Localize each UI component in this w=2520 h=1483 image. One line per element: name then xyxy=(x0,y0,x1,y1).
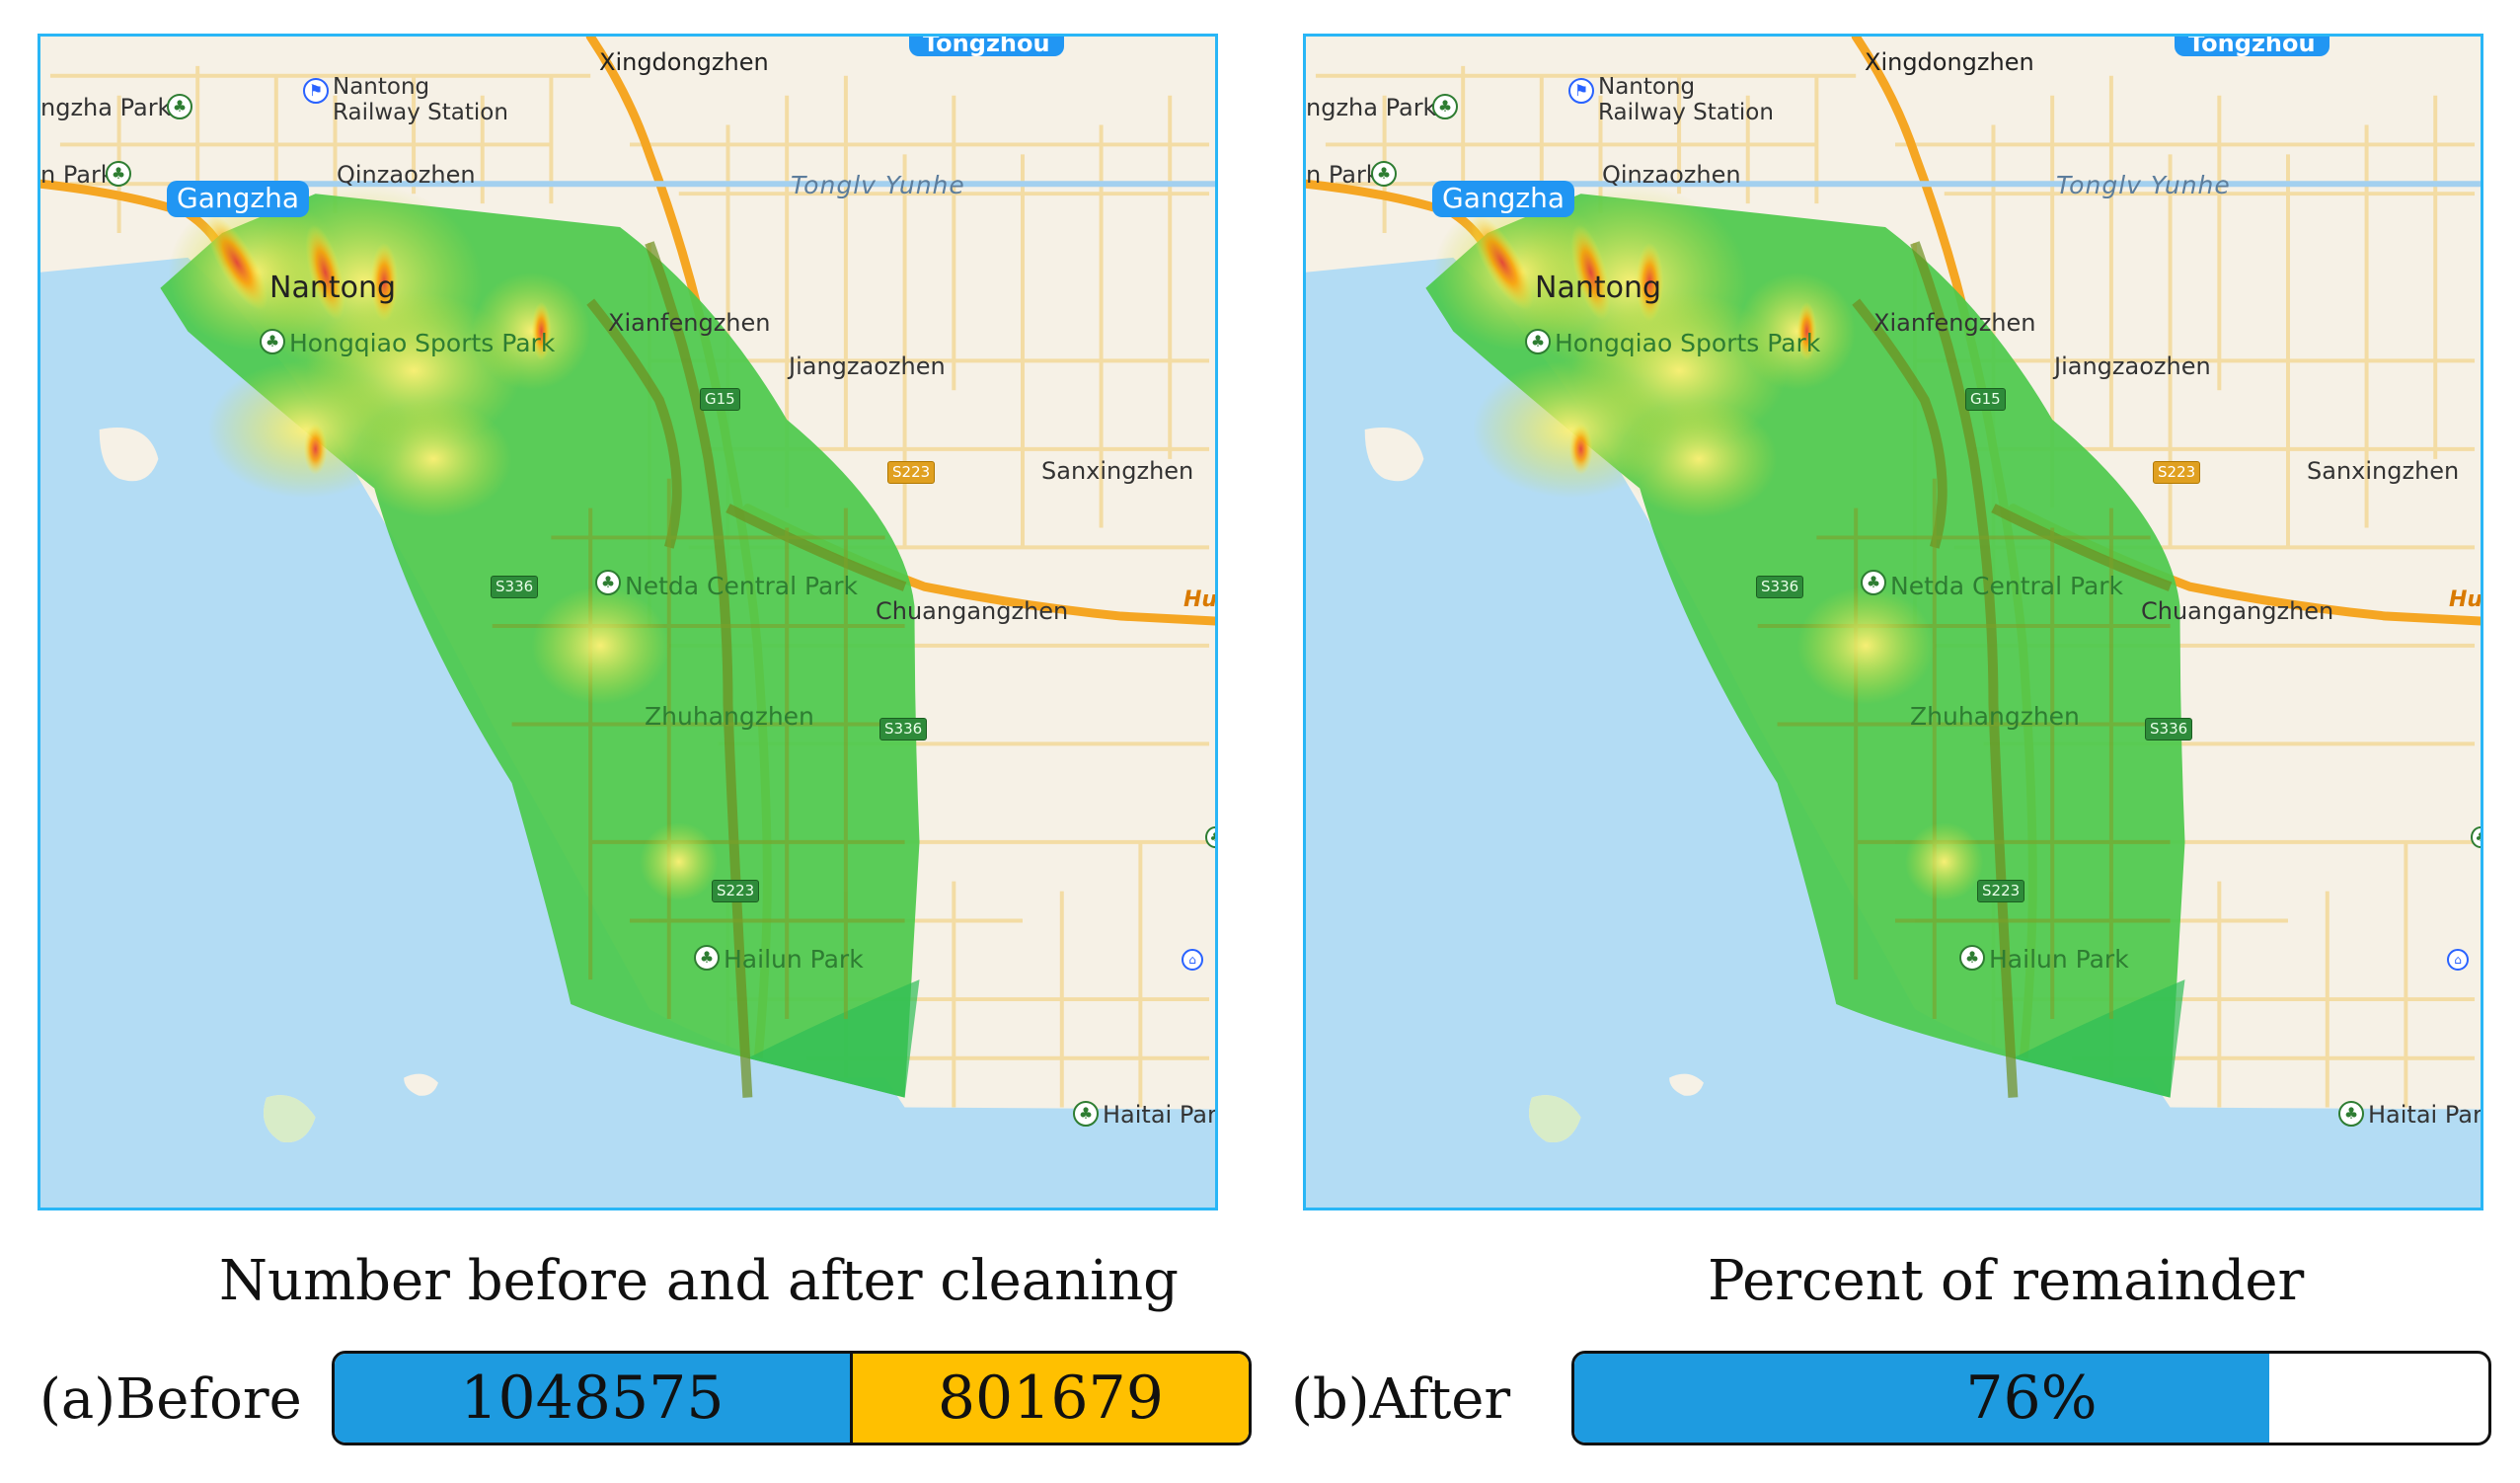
tongzhou-badge[interactable]: Tongzhou xyxy=(2175,37,2329,56)
label-hongqiao-sports-park: Hongqiao Sports Park xyxy=(1555,329,1821,357)
density-layer xyxy=(1433,184,1984,901)
label-nantong: Nantong xyxy=(269,271,397,305)
map-panel-after[interactable]: Tongzhou Xingdongzhen ⚑ Nantong Railway … xyxy=(1303,34,2483,1210)
label-gangzha-park: ngzha Park xyxy=(1306,94,1437,121)
train-icon[interactable]: ⚑ xyxy=(1568,78,1594,104)
label-chuangangzhen: Chuangangzhen xyxy=(876,597,1069,625)
after-label: (b)After xyxy=(1291,1367,1511,1432)
tree-icon[interactable]: ♣ xyxy=(1525,329,1551,354)
tree-icon[interactable]: ♣ xyxy=(2338,1101,2364,1127)
tree-icon[interactable]: ♣ xyxy=(167,94,192,119)
tree-icon[interactable]: ♣ xyxy=(694,945,720,971)
label-sanxingzhen: Sanxingzhen xyxy=(1041,457,1194,485)
label-qinzaozhen: Qinzaozhen xyxy=(337,161,476,189)
label-zhuhangzhen: Zhuhangzhen xyxy=(1910,702,2080,731)
label-hailun-park: Hailun Park xyxy=(724,945,864,974)
gangzha-badge[interactable]: Gangzha xyxy=(1432,181,1574,217)
tree-icon[interactable]: ♣ xyxy=(2471,826,2481,848)
shield-s336-right: S336 xyxy=(879,718,928,741)
tree-icon[interactable]: ♣ xyxy=(106,161,131,187)
tree-icon[interactable]: ♣ xyxy=(1432,94,1458,119)
label-tonglv-yunhe: Tonglv Yunhe xyxy=(2056,171,2231,199)
after-count-segment: 801679 xyxy=(852,1354,1249,1443)
tree-icon[interactable]: ♣ xyxy=(1205,826,1215,848)
label-nantong-railway-station: Nantong Railway Station xyxy=(333,74,508,126)
shield-s336-left: S336 xyxy=(1756,576,1804,598)
label-zhuhangzhen: Zhuhangzhen xyxy=(645,702,814,731)
label-park-left: n Park xyxy=(1306,161,1380,189)
before-count-segment: 1048575 xyxy=(335,1354,853,1443)
before-count-value: 1048575 xyxy=(460,1364,725,1433)
gangzha-badge[interactable]: Gangzha xyxy=(167,181,309,217)
map-panel-before[interactable]: Tongzhou Xingdongzhen ⚑ Nantong Railway … xyxy=(38,34,1218,1210)
label-hongqiao-sports-park: Hongqiao Sports Park xyxy=(289,329,556,357)
base-map xyxy=(40,37,1215,1208)
shield-s223-bottom: S223 xyxy=(712,880,760,902)
label-xianfengzhen: Xianfengzhen xyxy=(1873,309,2036,337)
label-jiangzaozhen: Jiangzaozhen xyxy=(2054,352,2211,380)
remainder-percent-bar: 76% xyxy=(1571,1351,2491,1445)
count-comparison-bar: 1048575 801679 xyxy=(332,1351,1252,1445)
tree-icon[interactable]: ♣ xyxy=(1959,945,1985,971)
tree-icon[interactable]: ♣ xyxy=(595,570,621,595)
label-hus: Hus xyxy=(1184,587,1218,612)
label-chuangangzhen: Chuangangzhen xyxy=(2141,597,2334,625)
label-hailun-park: Hailun Park xyxy=(1989,945,2129,974)
shield-s336-left: S336 xyxy=(491,576,539,598)
percent-title: Percent of remainder xyxy=(1708,1249,2305,1313)
tree-icon[interactable]: ♣ xyxy=(260,329,285,354)
label-nantong: Nantong xyxy=(1535,271,1662,305)
label-xianfengzhen: Xianfengzhen xyxy=(608,309,771,337)
count-title: Number before and after cleaning xyxy=(219,1249,1179,1313)
label-tonglv-yunhe: Tonglv Yunhe xyxy=(791,171,965,199)
label-qinzaozhen: Qinzaozhen xyxy=(1602,161,1741,189)
tree-icon[interactable]: ♣ xyxy=(1861,570,1886,595)
label-netda-central-park: Netda Central Park xyxy=(625,572,859,600)
label-park-left: n Park xyxy=(40,161,115,189)
remainder-percent-label: 76% xyxy=(1965,1364,2098,1433)
remainder-fill xyxy=(1574,1354,2269,1443)
train-icon[interactable]: ⚑ xyxy=(303,78,329,104)
tree-icon[interactable]: ♣ xyxy=(1371,161,1397,187)
shield-s223-bottom: S223 xyxy=(1977,880,2025,902)
shield-g15: G15 xyxy=(1965,388,2006,411)
label-nantong-railway-station: Nantong Railway Station xyxy=(1598,74,1774,126)
bus-station-icon[interactable]: ⌂ xyxy=(1182,949,1203,971)
label-netda-central-park: Netda Central Park xyxy=(1890,572,2124,600)
bus-station-icon[interactable]: ⌂ xyxy=(2447,949,2469,971)
label-haitai-park: Haitai Park xyxy=(2368,1101,2483,1129)
label-jiangzaozhen: Jiangzaozhen xyxy=(789,352,946,380)
shield-s223-top: S223 xyxy=(887,461,936,484)
label-xingdongzhen: Xingdongzhen xyxy=(599,48,769,76)
shield-g15: G15 xyxy=(700,388,740,411)
shield-s223-top: S223 xyxy=(2153,461,2201,484)
density-layer xyxy=(168,184,719,901)
base-map xyxy=(1306,37,2481,1208)
shield-s336-right: S336 xyxy=(2145,718,2193,741)
before-label: (a)Before xyxy=(39,1367,302,1432)
label-hus: Hus xyxy=(2449,587,2483,612)
tree-icon[interactable]: ♣ xyxy=(1073,1101,1099,1127)
after-count-value: 801679 xyxy=(937,1364,1164,1433)
label-sanxingzhen: Sanxingzhen xyxy=(2307,457,2460,485)
label-gangzha-park: ngzha Park xyxy=(40,94,172,121)
label-haitai-park: Haitai Park xyxy=(1103,1101,1218,1129)
label-xingdongzhen: Xingdongzhen xyxy=(1865,48,2034,76)
tongzhou-badge[interactable]: Tongzhou xyxy=(909,37,1064,56)
